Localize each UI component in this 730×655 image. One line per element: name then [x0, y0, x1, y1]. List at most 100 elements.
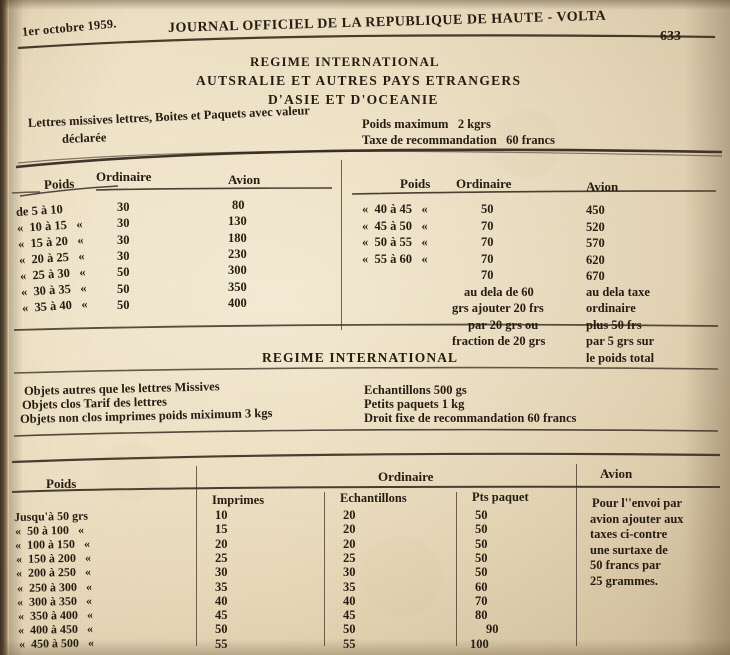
- table-right-cell-ordinaire: 70: [481, 235, 494, 250]
- table-right-note-ordinaire-line: au dela de 60: [464, 285, 534, 299]
- vertical-rule-top-tables: [341, 160, 343, 330]
- table-bottom-cell-ptspaquet: 70: [475, 593, 488, 608]
- table-bottom-cell-imprimes: 30: [215, 565, 228, 580]
- book-gutter-shadow: [9, 0, 23, 655]
- table-bottom-cell-ptspaquet: 50: [475, 536, 488, 551]
- table-bottom-cell-imprimes: 55: [215, 636, 228, 651]
- table-bottom-cell-ptspaquet: 50: [475, 550, 488, 565]
- table-row: « 50 à 55 « 70 570: [0, 235, 605, 251]
- table-right-header-poids: Poids: [400, 176, 431, 191]
- table-row: « 250 à 300 «35 35 60: [0, 579, 730, 596]
- table-bottom-header-poids: Poids: [46, 476, 77, 491]
- table-right-header-ordinaire: Ordinaire: [456, 176, 512, 191]
- table-row: « 25 à 30 «50 300: [0, 263, 340, 287]
- table-left-cell-avion: 400: [228, 295, 247, 310]
- table-right-note-ordinaire-line: grs ajouter 20 frs: [452, 301, 544, 316]
- table-bottom-cell-ptspaquet: 50: [475, 565, 488, 580]
- table-bottom-avion-note-line: 25 grammes.: [590, 574, 659, 588]
- table-right-cell-poids: « 40 à 45 «: [362, 202, 428, 216]
- vertical-rule-bottom-poids: [196, 466, 198, 646]
- table-row: « 300 à 350 «40 40 70: [0, 593, 730, 610]
- table-bottom-avion-note-line: 50 francs par: [590, 558, 661, 573]
- book-gutter: [0, 0, 9, 655]
- table-bottom-cell-echantillons: 20: [343, 536, 356, 551]
- section1-title-line1: REGIME INTERNATIONAL: [250, 54, 440, 69]
- table-bottom-avion-note-line: Pour l''envoi par: [592, 496, 683, 510]
- table-bottom-cell-ptspaquet: 50: [475, 522, 488, 537]
- table-left-cell-avion: 230: [228, 246, 247, 261]
- table-row: « 50 à 100 «15 20 50: [0, 522, 730, 538]
- table-bottom-cell-ptspaquet: 90: [486, 622, 499, 637]
- table-right-cell-ordinaire: 70: [481, 218, 494, 233]
- table-row: « 450 à 500 «55 55 100: [0, 635, 730, 653]
- table-bottom-cell-echantillons: 55: [343, 636, 356, 651]
- table-bottom-cell-echantillons: 30: [343, 565, 356, 580]
- table-bottom-avion-note-line: taxes ci-contre: [590, 527, 668, 542]
- table-row: « 350 à 400 «45 45 80: [0, 607, 730, 624]
- table-right-cell-avion: 620: [586, 252, 605, 267]
- table-left-cell-ordinaire: 50: [117, 265, 130, 280]
- section2-intro-right-line3: Droit fixe de recommandation 60 francs: [364, 411, 577, 425]
- table-right-cell-ordinaire: 70: [481, 251, 494, 266]
- table-bottom-avion-note-line: avion ajouter aux: [590, 511, 684, 526]
- table-row: 70 670: [0, 268, 605, 284]
- table-left-cell-avion: 350: [228, 279, 247, 294]
- table-bottom-cell-imprimes: 25: [215, 550, 228, 565]
- table-left-cell-avion: 80: [232, 198, 245, 212]
- table-right-cell-avion: 450: [586, 203, 605, 217]
- table-bottom-cell-imprimes: 10: [215, 508, 228, 522]
- table-right-cell-poids: « 55 à 60 «: [362, 251, 428, 266]
- section2-intro-right-line2: Petits paquets 1 kg: [364, 397, 465, 411]
- table-row: « 10 à 15 «30 130: [0, 214, 340, 237]
- table-row: « 200 à 250 «30 30 50: [0, 565, 730, 581]
- section2-intro-right-line1: Echantillons 500 gs: [364, 383, 467, 397]
- table-bottom-cell-imprimes: 15: [215, 522, 228, 537]
- table-bottom-header-ordinaire: Ordinaire: [378, 469, 434, 484]
- table-row: Jusqu'à 50 grs 10 20 50: [0, 508, 730, 524]
- table-bottom-cell-imprimes: 40: [215, 593, 228, 608]
- table-bottom-subheader-echantillons: Echantillons: [340, 491, 407, 505]
- table-bottom-cell-echantillons: 25: [343, 550, 356, 565]
- table-right-cell-avion: 670: [586, 269, 605, 284]
- vertical-rule-bottom-echantillons: [456, 492, 458, 646]
- table-right-note-ordinaire-line: fraction de 20 grs: [452, 334, 546, 349]
- table-left-cell-ordinaire: 30: [117, 248, 130, 263]
- table-bottom-cell-echantillons: 20: [343, 508, 356, 522]
- table-row: « 100 à 150 «20 20 50: [0, 536, 730, 553]
- table-right-note-avion-line: par 5 grs sur: [586, 334, 655, 349]
- vertical-rule-bottom-avion: [576, 464, 578, 646]
- table-right-cell-avion: 520: [586, 219, 605, 234]
- table-left-cell-ordinaire: 50: [117, 281, 130, 296]
- table-row: « 45 à 50 « 70 520: [0, 219, 605, 235]
- table-row: « 55 à 60 « 70 620: [0, 252, 605, 268]
- table-bottom-cell-echantillons: 45: [343, 608, 356, 623]
- table-right-cell-poids: « 50 à 55 «: [362, 235, 428, 250]
- table-left-header-avion: Avion: [228, 172, 261, 187]
- table-right-cell-poids: « 45 à 50 «: [362, 218, 428, 233]
- table-bottom-cell-imprimes: 45: [215, 608, 228, 623]
- vertical-rule-bottom-imprimes: [324, 492, 326, 646]
- page-number: 633: [660, 29, 681, 44]
- table-left-cell-ordinaire: 50: [117, 297, 130, 312]
- table-row: « 15 à 20 «30 180: [0, 231, 340, 254]
- table-bottom-cell-echantillons: 40: [343, 593, 356, 608]
- table-left-header-ordinaire: Ordinaire: [96, 169, 152, 184]
- table-right-note-avion-line: au dela taxe: [586, 285, 650, 299]
- table-bottom-subheader-ptspaquet: Pts paquet: [472, 490, 529, 504]
- table-right-note-avion-line: le poids total: [586, 350, 655, 365]
- table-bottom-avion-note-line: une surtaxe de: [590, 542, 668, 557]
- table-bottom-cell-echantillons: 20: [343, 522, 356, 537]
- table-row: « 20 à 25 «30 230: [0, 247, 340, 270]
- table-bottom-cell-ptspaquet: 100: [470, 636, 489, 651]
- section1-title-line3: D'ASIE ET D'OCEANIE: [268, 92, 439, 107]
- table-right-cell-avion: 570: [586, 236, 605, 251]
- section2-title: REGIME INTERNATIONAL: [262, 350, 459, 365]
- section1-intro-right-line2: Taxe de recommandation 60 francs: [362, 133, 556, 147]
- table-right-note-avion-line: ordinaire: [586, 301, 636, 316]
- table-right-cell-ordinaire: 50: [481, 202, 494, 216]
